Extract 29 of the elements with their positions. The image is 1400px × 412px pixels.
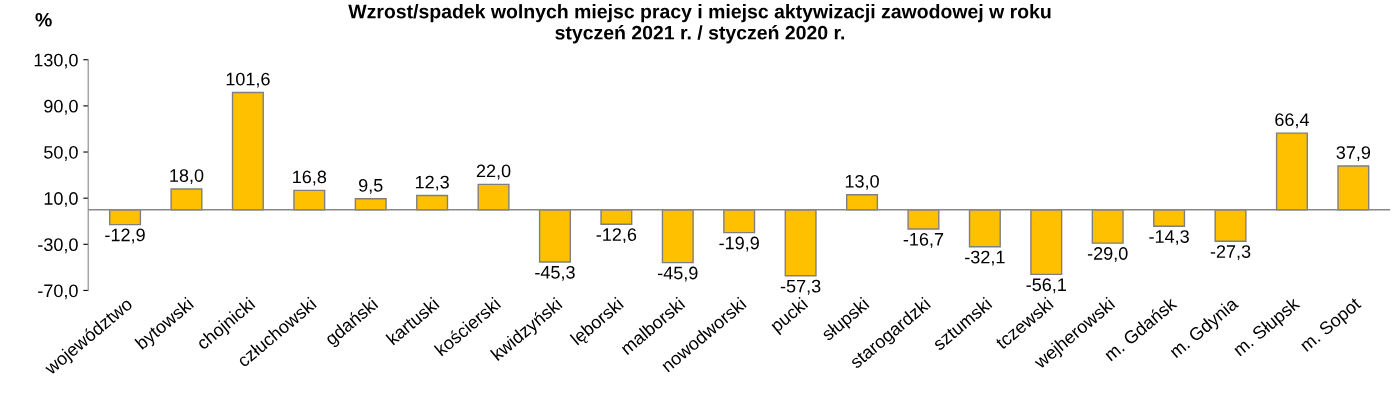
y-tick-label: -30,0 — [38, 238, 78, 254]
data-label: -45,3 — [535, 265, 575, 281]
data-label: 22,0 — [476, 164, 511, 180]
data-label: 18,0 — [170, 169, 204, 185]
data-label: -12,6 — [596, 228, 637, 244]
data-label: -19,9 — [719, 236, 759, 252]
data-label: -27,3 — [1210, 245, 1251, 261]
data-label: 13,0 — [845, 174, 879, 190]
y-tick-label: 90,0 — [44, 99, 78, 115]
y-tick-label: 130,0 — [34, 53, 78, 69]
y-axis-title: % — [35, 12, 52, 27]
y-tick-label: -70,0 — [38, 284, 78, 300]
data-label: -16,7 — [903, 232, 944, 248]
y-tick-label: 10,0 — [44, 192, 78, 208]
data-label: -57,3 — [780, 279, 821, 295]
data-label: 37,9 — [1336, 146, 1371, 162]
data-label: 101,6 — [226, 72, 270, 88]
y-tick-label: 50,0 — [44, 145, 78, 161]
data-label: 9,5 — [359, 178, 383, 194]
data-label: -56,1 — [1026, 278, 1066, 294]
data-label: 16,8 — [293, 170, 327, 186]
data-label: -32,1 — [965, 250, 1005, 266]
data-label: -29,0 — [1087, 247, 1128, 263]
data-label: 12,3 — [415, 175, 449, 191]
data-label: -12,9 — [105, 228, 145, 244]
data-label: 66,4 — [1275, 113, 1309, 129]
data-label: -14,3 — [1149, 230, 1189, 246]
chart-title: Wzrost/spadek wolnych miejsc pracy i miejsc aktywizacji zawodowej w roku styczeń 2021 r. / styczeń 2020 r. — [348, 4, 1051, 44]
data-label: -45,9 — [658, 266, 698, 282]
